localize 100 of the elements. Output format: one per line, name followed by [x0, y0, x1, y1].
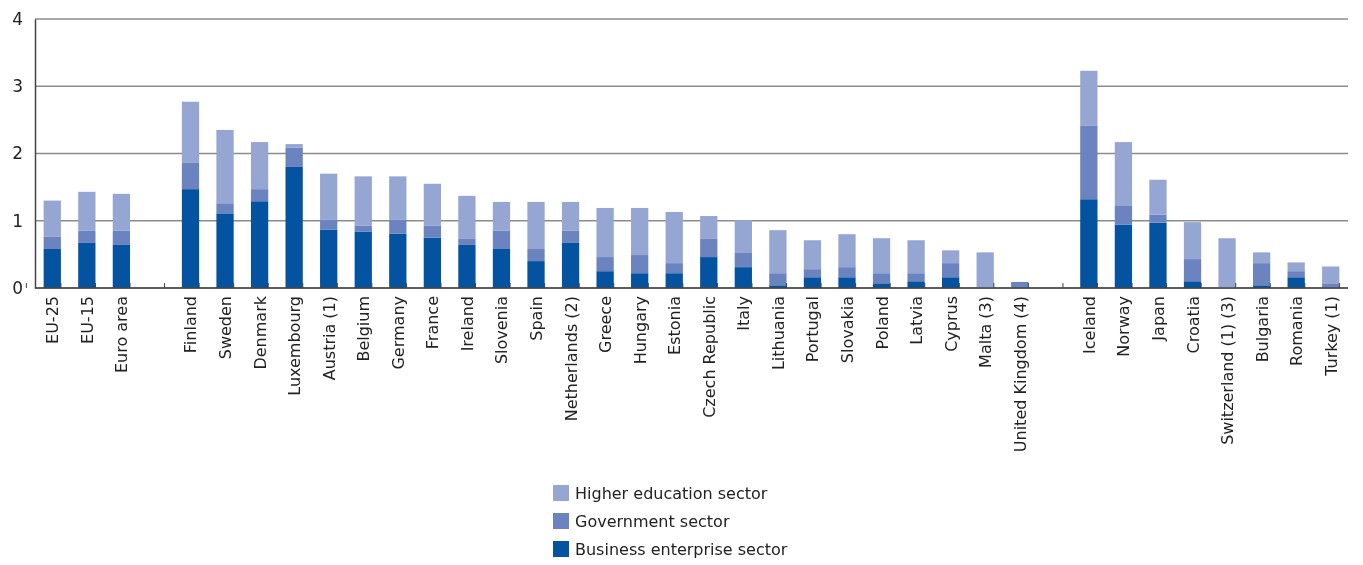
bar [354, 231, 372, 288]
x-tick-label: Slovenia [492, 296, 512, 365]
bar [561, 242, 580, 288]
bar [181, 189, 200, 288]
bar [423, 225, 441, 238]
x-tick-label: Germany [388, 296, 408, 370]
bar [389, 176, 407, 220]
bar [1252, 263, 1271, 286]
x-tick-label: Ireland [457, 296, 477, 352]
bar [665, 263, 683, 274]
bar [43, 200, 61, 237]
bar [78, 191, 96, 231]
bar [1149, 222, 1167, 288]
x-tick-label: United Kingdom (4) [1010, 296, 1030, 453]
bar [631, 273, 649, 288]
x-tick-label: Slovakia [837, 296, 857, 364]
bar [907, 281, 925, 288]
x-tick-label: Croatia [1183, 296, 1203, 354]
bar [907, 273, 925, 282]
legend-label: Government sector [575, 512, 730, 531]
x-tick-label: Malta (3) [976, 296, 996, 368]
bar [665, 212, 683, 264]
x-tick-label: Belgium [354, 296, 374, 362]
bar [942, 250, 960, 264]
bar [527, 261, 545, 288]
x-tick-label: Switzerland (1) (3) [1218, 296, 1238, 445]
bar [631, 207, 649, 256]
bar [838, 267, 856, 278]
bar [250, 201, 269, 288]
bar [527, 201, 545, 249]
x-tick-label: Greece [596, 296, 616, 353]
bar [492, 230, 511, 249]
x-tick-label: Turkey (1) [1321, 296, 1341, 377]
x-tick-label: Luxembourg [285, 296, 305, 396]
x-tick-label: France [423, 296, 443, 350]
y-tick-label: 0 [12, 277, 23, 298]
bar [458, 238, 476, 245]
bar [320, 173, 338, 220]
bar [942, 277, 960, 288]
bar [43, 236, 61, 249]
x-tick-label: Czech Republic [699, 296, 719, 418]
bar [492, 201, 511, 231]
bar [1114, 205, 1133, 225]
x-tick-label: Italy [734, 296, 754, 331]
y-tick-label: 2 [12, 143, 23, 164]
bar [907, 240, 925, 274]
bar [1287, 262, 1305, 272]
bar [492, 249, 511, 288]
bar [1252, 252, 1271, 264]
bar [250, 189, 269, 202]
bar [803, 269, 822, 278]
x-tick-label: EU-25 [43, 296, 63, 344]
x-tick-label: Euro area [112, 296, 132, 374]
bar [216, 203, 234, 214]
bar [976, 252, 994, 288]
x-tick-label: Iceland [1079, 296, 1099, 354]
bar [389, 233, 407, 288]
bar [216, 213, 234, 288]
bar [423, 183, 441, 226]
x-tick-label: Cyprus [941, 296, 961, 352]
bar [631, 255, 649, 274]
bar [1322, 266, 1340, 284]
x-tick-label: Latvia [907, 296, 927, 345]
bar [1149, 214, 1167, 223]
bar [838, 277, 856, 288]
x-tick-label: Lithuania [768, 296, 788, 371]
x-tick-label: Japan [1148, 296, 1168, 342]
bar [734, 253, 752, 268]
x-tick-label: Netherlands (2) [561, 296, 581, 422]
x-tick-label: EU-15 [77, 296, 97, 344]
bar [1183, 259, 1202, 282]
bar [78, 230, 96, 243]
x-tick-label: Romania [1287, 296, 1307, 366]
bar [181, 101, 200, 163]
bar [112, 230, 131, 245]
bar [1080, 125, 1098, 200]
x-tick-label: Finland [181, 296, 201, 354]
bar [78, 242, 96, 288]
bar [43, 249, 61, 288]
bar [596, 257, 614, 272]
bar [769, 230, 787, 274]
bar [216, 129, 234, 204]
bar [1080, 70, 1098, 126]
bar [1287, 271, 1305, 278]
bar [1183, 222, 1202, 260]
bar [458, 244, 476, 288]
bar [527, 249, 545, 262]
bar [700, 257, 718, 288]
bar [700, 216, 718, 239]
bar [561, 230, 580, 243]
bar [838, 234, 856, 268]
bar [596, 271, 614, 288]
bar [458, 195, 476, 239]
bar [423, 237, 441, 288]
bar [354, 225, 372, 232]
bar [665, 273, 683, 288]
bar [1114, 142, 1133, 206]
bar [1218, 238, 1236, 288]
bar [320, 219, 338, 230]
legend-label: Business enterprise sector [575, 540, 788, 559]
